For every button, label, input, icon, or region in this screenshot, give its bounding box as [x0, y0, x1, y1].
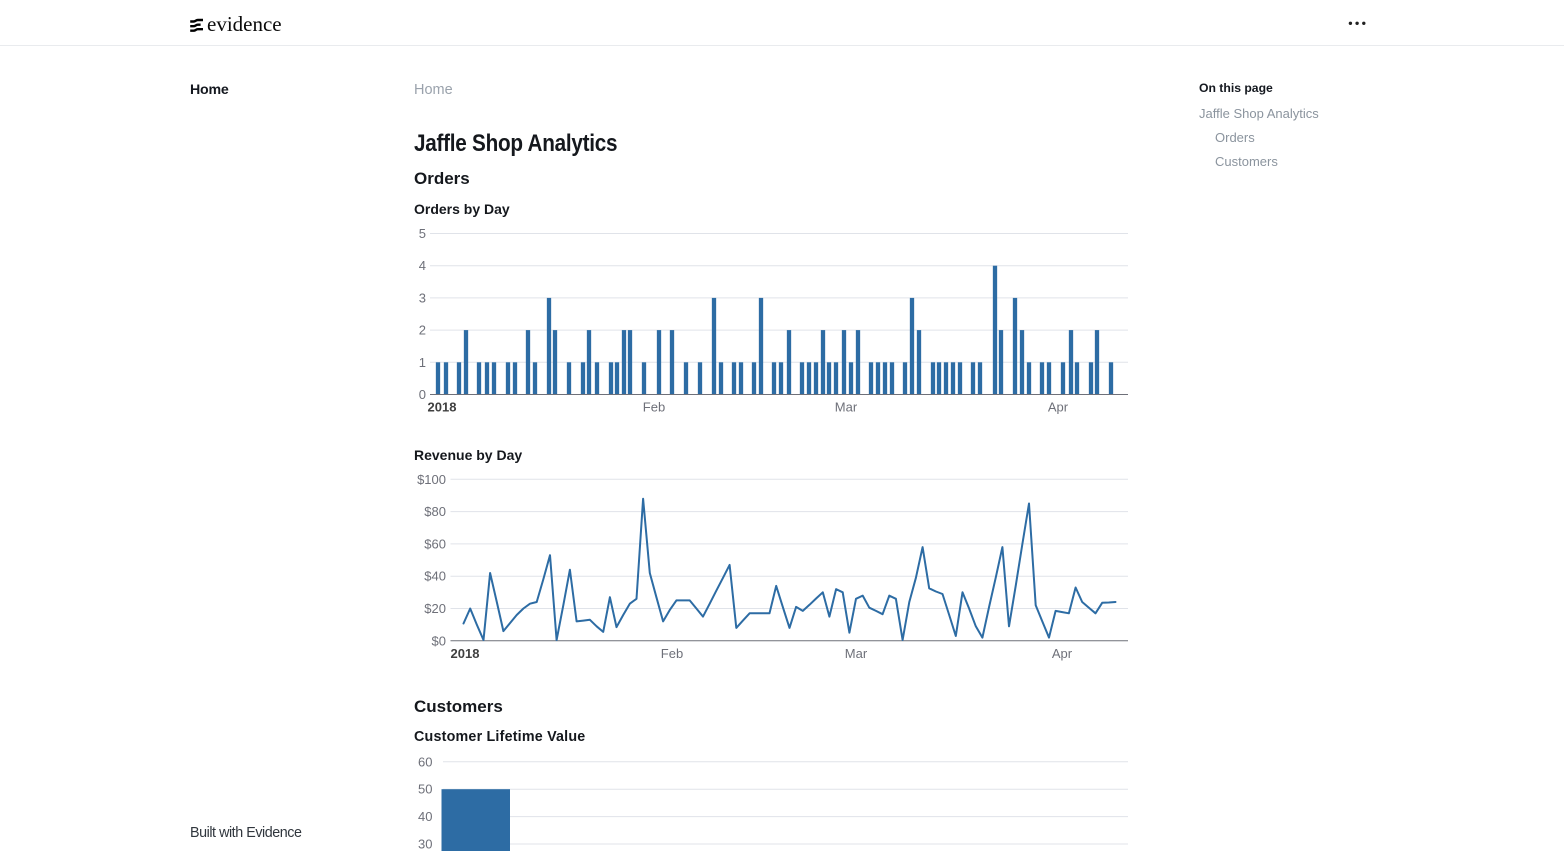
svg-text:Feb: Feb: [643, 400, 665, 415]
svg-text:$80: $80: [424, 504, 446, 519]
svg-text:Mar: Mar: [845, 646, 868, 661]
svg-text:Mar: Mar: [835, 400, 858, 415]
svg-text:3: 3: [419, 290, 426, 305]
svg-text:5: 5: [419, 226, 426, 241]
svg-text:$0: $0: [432, 633, 446, 648]
svg-text:$60: $60: [424, 536, 446, 551]
svg-text:$100: $100: [417, 472, 446, 487]
svg-text:0: 0: [419, 387, 426, 402]
svg-text:Apr: Apr: [1048, 400, 1069, 415]
svg-text:Apr: Apr: [1052, 646, 1073, 661]
svg-text:4: 4: [419, 258, 426, 273]
svg-text:2018: 2018: [451, 646, 480, 661]
svg-text:Feb: Feb: [661, 646, 683, 661]
svg-text:50: 50: [418, 782, 432, 797]
svg-text:1: 1: [419, 355, 426, 370]
svg-text:$40: $40: [424, 569, 446, 584]
svg-text:$20: $20: [424, 601, 446, 616]
svg-text:2: 2: [419, 323, 426, 338]
svg-text:40: 40: [418, 809, 432, 824]
svg-text:60: 60: [418, 754, 432, 769]
svg-text:2018: 2018: [428, 400, 457, 415]
svg-text:30: 30: [418, 837, 432, 851]
